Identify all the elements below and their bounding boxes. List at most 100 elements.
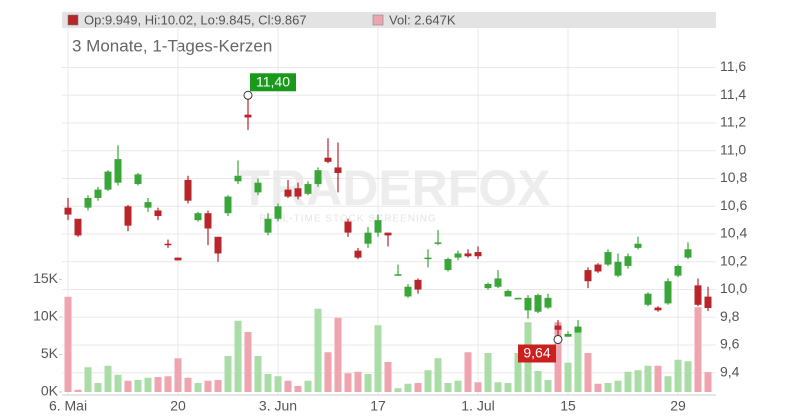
candle-body	[174, 257, 182, 261]
candle-body	[574, 327, 582, 333]
candle-body	[534, 295, 542, 312]
candle-body	[274, 206, 282, 219]
candle-body	[584, 270, 592, 282]
annotation-label: 9,64	[523, 345, 550, 361]
candle-body	[614, 261, 622, 276]
annotation-marker	[243, 90, 253, 100]
candle-body	[404, 286, 412, 297]
candle-body	[564, 333, 572, 337]
volume-bar	[594, 383, 602, 392]
candle-body	[114, 159, 122, 183]
volume-bar	[474, 382, 482, 392]
volume-bar	[644, 365, 652, 392]
volume-bar	[64, 296, 72, 392]
candle-body	[514, 297, 522, 300]
volume-bar	[504, 383, 512, 392]
volume-bar	[464, 352, 472, 392]
watermark: TRADERFOX	[239, 160, 550, 216]
candle-body	[374, 220, 382, 233]
candle-body	[694, 285, 702, 305]
candle-body	[454, 253, 462, 258]
x-tick-label: 1. Jul	[461, 398, 494, 414]
volume-bar	[564, 362, 572, 392]
header-bar	[62, 12, 716, 28]
candle-body	[594, 264, 602, 272]
annotation-marker	[553, 334, 563, 344]
y-tick-label: 10,8	[720, 169, 747, 185]
candle-body	[434, 242, 442, 244]
volume-bar	[454, 380, 462, 392]
volume-bar	[434, 358, 442, 392]
candle-body	[354, 250, 362, 258]
y2-tick-label: 10K	[33, 308, 59, 324]
candle-body	[504, 290, 512, 297]
x-tick-label: 15	[560, 398, 576, 414]
volume-bar	[604, 383, 612, 392]
candle-body	[654, 307, 662, 311]
volume-bar	[324, 352, 332, 392]
candle-body	[304, 184, 312, 194]
y-tick-label: 11,0	[720, 141, 746, 157]
volume-bar	[684, 361, 692, 392]
volume-bar	[334, 317, 342, 392]
candle-body	[414, 279, 422, 290]
volume-bar	[154, 377, 162, 392]
y-tick-label: 11,6	[720, 58, 746, 74]
candle-body	[464, 253, 472, 257]
candle-body	[444, 259, 452, 271]
candle-body	[704, 296, 712, 308]
candle-body	[474, 252, 482, 257]
candle-body	[224, 196, 232, 214]
volume-bar	[74, 389, 82, 392]
volume-bar	[144, 377, 152, 392]
grid	[62, 28, 716, 396]
candle-body	[364, 232, 372, 244]
volume-bar	[194, 383, 202, 392]
candle-body	[384, 232, 392, 236]
volume-bar	[414, 383, 422, 392]
candle-body	[634, 243, 642, 248]
volume-bar	[424, 370, 432, 392]
x-tick-label: 29	[670, 398, 686, 414]
volume-swatch	[372, 14, 384, 26]
annotation-box	[518, 344, 556, 363]
y-tick-label: 9,6	[720, 336, 740, 352]
y2-tick-label: 5K	[41, 345, 59, 361]
volume-bar	[84, 367, 92, 392]
volume-bar	[254, 356, 262, 392]
candle-body	[204, 213, 212, 229]
volume-bar	[574, 326, 582, 392]
volume-bar	[534, 371, 542, 392]
volume-bar	[204, 380, 212, 392]
volume-bar	[554, 322, 562, 392]
volume-bar	[234, 320, 242, 392]
y-tick-label: 10,2	[720, 252, 747, 268]
volume-bar	[694, 307, 702, 392]
x-tick-label: 20	[170, 398, 186, 414]
volume-bar	[114, 374, 122, 392]
volume-bar	[394, 388, 402, 392]
ohlc-swatch	[67, 14, 79, 26]
volume-bar	[104, 365, 112, 392]
candle-body	[84, 197, 92, 208]
volume-bar	[314, 308, 322, 392]
volume-bar	[674, 359, 682, 392]
subtitle: 3 Monate, 1-Tages-Kerzen	[72, 36, 272, 55]
volume-bar	[484, 353, 492, 392]
candle-body	[624, 256, 632, 266]
y-tick-label: 10,0	[720, 280, 747, 296]
candle-body	[314, 170, 322, 185]
y-tick-label: 9,4	[720, 364, 740, 380]
y-tick-label: 11,2	[720, 114, 746, 130]
annotation-box	[250, 73, 296, 92]
volume-bar	[174, 358, 182, 392]
volume-bar	[654, 365, 662, 392]
x-tick-label: 3. Jun	[259, 398, 297, 414]
candle-body	[494, 278, 502, 287]
ohlc-header: Op:9.949, Hi:10.02, Lo:9.845, Cl:9.867	[84, 12, 307, 27]
candle-body	[394, 274, 402, 276]
volume-bar	[214, 380, 222, 392]
volume-bar	[634, 370, 642, 392]
volume-bar	[304, 380, 312, 392]
